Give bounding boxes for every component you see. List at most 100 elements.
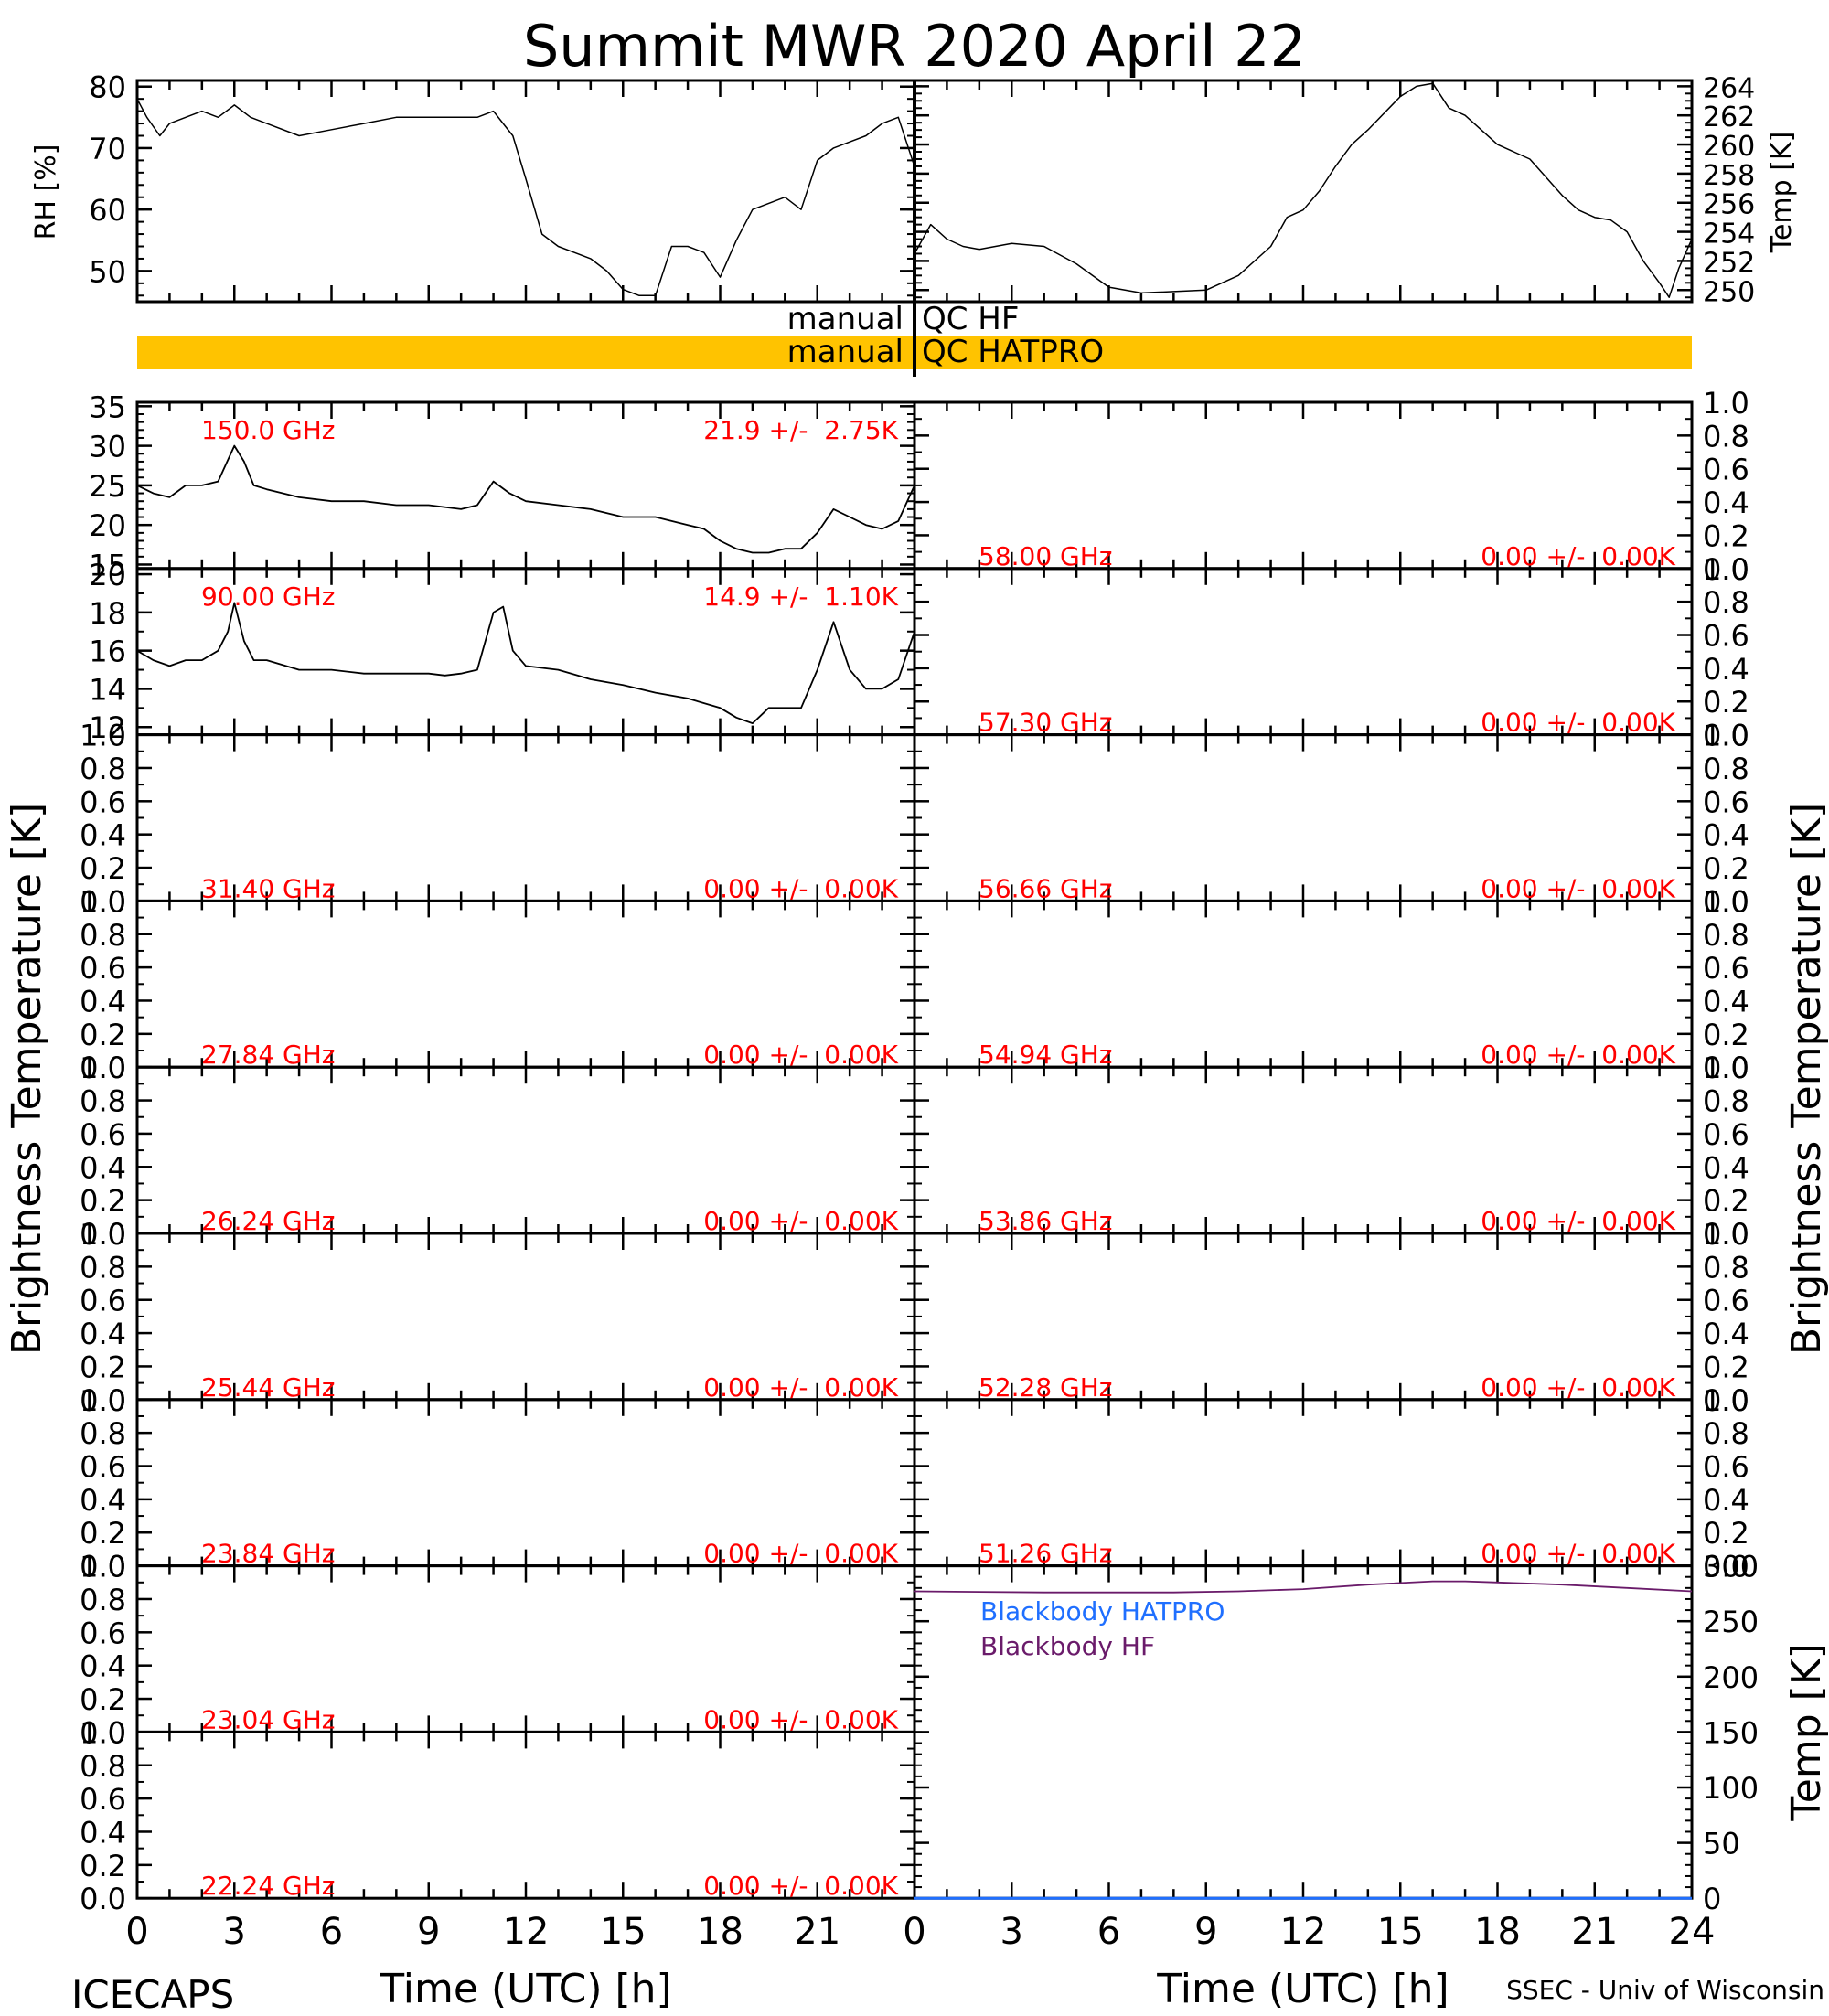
panel-ch-5386-ytick-label: 0.8 (1703, 1084, 1749, 1119)
panel-ch-5126-ytick-label: 1.0 (1703, 1383, 1749, 1418)
panel-ch-5386-ytick-label: 0.4 (1703, 1150, 1749, 1185)
x-axis-label-right: Time (UTC) [h] (1156, 1966, 1449, 2011)
panel-ch-2384-ytick-label: 0.2 (80, 1516, 126, 1551)
channel-label-ch-5126: 51.26 GHz (979, 1539, 1113, 1569)
channel-stats-ch-2624: 0.00 +/- 0.00K (703, 1206, 898, 1236)
panel-ch-2384-ytick-label: 0.8 (80, 1416, 126, 1451)
bt-axis-label-left: Brightness Temperature [K] (4, 803, 50, 1355)
x-tick-label-left: 18 (697, 1911, 743, 1953)
blackbody-panel-ytick-label: 50 (1703, 1827, 1740, 1861)
panel-ch-5666-ytick-label: 0.8 (1703, 752, 1749, 786)
blackbody-panel-ytick-label: 200 (1703, 1660, 1759, 1695)
panel-ch-2384-ytick-label: 0.0 (80, 1550, 126, 1584)
panel-ch-314-ytick-label: 0.8 (80, 752, 126, 786)
panel-ch-2624-ytick-label: 1.0 (80, 1051, 126, 1085)
blackbody-panel-ytick-label: 300 (1703, 1550, 1759, 1584)
panel-ch-314-ytick-label: 0.0 (80, 884, 126, 919)
blackbody-hf-line (914, 1580, 1693, 1594)
panel-ch-5730-ytick-label: 0.4 (1703, 652, 1749, 687)
panel-ch-5126-ytick-label: 0.8 (1703, 1416, 1749, 1451)
panel-tb-150-ytick-label: 30 (89, 430, 126, 464)
panel-ch-5126-ytick-label: 0.4 (1703, 1483, 1749, 1518)
panel-ch-5666-ytick-label: 1.0 (1703, 719, 1749, 753)
temp-panel-ytick-label: 262 (1703, 101, 1755, 133)
temp-panel-ytick-label: 252 (1703, 247, 1755, 279)
panel-ch-5228-ytick-label: 0.6 (1703, 1284, 1749, 1318)
channel-stats-ch-5800: 0.00 +/- 0.00K (1481, 541, 1675, 571)
channel-label-ch-2544: 25.44 GHz (201, 1372, 336, 1403)
x-tick-label-left: 0 (125, 1911, 148, 1953)
panel-ch-5730-ytick-label: 0.6 (1703, 619, 1749, 654)
panel-ch-5666-ytick-label: 0.4 (1703, 818, 1749, 853)
qc-hf-manual-label: manual (787, 301, 904, 337)
panel-ch-5730-ytick-label: 0.2 (1703, 685, 1749, 720)
panel-ch-314-ytick-label: 0.2 (80, 851, 126, 886)
panel-ch-5386-ytick-label: 0.2 (1703, 1184, 1749, 1219)
panel-ch-5494-ytick-label: 0.6 (1703, 951, 1749, 986)
channel-stats-ch-5494: 0.00 +/- 0.00K (1481, 1040, 1675, 1070)
temp-axis-label: Temp [K] (1766, 132, 1798, 254)
panel-ch-2224-ytick-label: 0.8 (80, 1749, 126, 1784)
channel-stats-ch-5126: 0.00 +/- 0.00K (1481, 1539, 1675, 1569)
footer-icecaps: ICECAPS (71, 1972, 234, 2011)
x-tick-label-left: 21 (794, 1911, 840, 1953)
panel-ch-2224-ytick-label: 0.4 (80, 1815, 126, 1850)
x-tick-label-left: 12 (503, 1911, 550, 1953)
panel-tb-90-ytick-label: 14 (89, 672, 126, 707)
rh-panel-ytick-label: 80 (89, 70, 126, 105)
channel-label-ch-2384: 23.84 GHz (201, 1539, 336, 1569)
panel-tb-90-ytick-label: 18 (89, 596, 126, 631)
x-tick-label-right: 0 (903, 1911, 925, 1953)
panel-ch-314-ytick-label: 0.6 (80, 784, 126, 819)
channel-label-ch-5666: 56.66 GHz (979, 873, 1113, 903)
channel-label-ch-5494: 54.94 GHz (979, 1040, 1113, 1070)
panel-ch-5126-ytick-label: 0.2 (1703, 1516, 1749, 1551)
panel-ch-5228-ytick-label: 0.2 (1703, 1349, 1749, 1384)
panel-ch-314-ytick-label: 0.4 (80, 818, 126, 853)
panel-ch-5386-ytick-label: 0.6 (1703, 1117, 1749, 1152)
panel-ch-5386-ytick-label: 0.0 (1703, 1217, 1749, 1252)
legend-blackbody-hatpro: Blackbody HATPRO (980, 1596, 1225, 1627)
panel-ch-5228-ytick-label: 0.8 (1703, 1250, 1749, 1285)
x-tick-label-left: 9 (417, 1911, 440, 1953)
channel-label-ch-5386: 53.86 GHz (979, 1206, 1113, 1236)
blackbody-panel-ytick-label: 250 (1703, 1605, 1759, 1639)
x-tick-label-right: 15 (1377, 1911, 1424, 1953)
panel-tb-150-ytick-label: 35 (89, 389, 126, 424)
channel-stats-ch-314: 0.00 +/- 0.00K (703, 873, 898, 903)
panel-ch-2784-ytick-label: 0.4 (80, 984, 126, 1019)
footer-ssec: SSEC - Univ of Wisconsin (1506, 1975, 1824, 2005)
panel-ch-2544-ytick-label: 0.8 (80, 1250, 126, 1285)
temp-panel-frame (913, 79, 1694, 304)
panel-ch-2384-ytick-label: 1.0 (80, 1383, 126, 1418)
temp-panel-ytick-label: 254 (1703, 219, 1755, 251)
panel-ch-5800-ytick-label: 0.0 (1703, 552, 1749, 587)
panel-ch-5666-ytick-label: 0.0 (1703, 884, 1749, 919)
x-tick-label-left: 15 (600, 1911, 647, 1953)
panel-ch-5494-ytick-label: 1.0 (1703, 884, 1749, 919)
qc-hf-label: QC HF (922, 301, 1019, 337)
panel-ch-2544-ytick-label: 0.6 (80, 1284, 126, 1318)
panel-ch-2304-ytick-label: 0.2 (80, 1682, 126, 1717)
chart-title: Summit MWR 2020 April 22 (523, 13, 1306, 80)
panel-ch-2624-ytick-label: 0.4 (80, 1150, 126, 1185)
channel-label-tb-90: 90.00 GHz (201, 581, 336, 612)
blackbody-panel-ytick-label: 0 (1703, 1882, 1721, 1916)
temp-series-line (914, 82, 1693, 298)
channel-label-ch-2224: 22.24 GHz (201, 1871, 336, 1901)
panel-ch-5800-ytick-label: 1.0 (1703, 386, 1749, 421)
panel-ch-5494-ytick-label: 0.8 (1703, 918, 1749, 953)
panel-ch-2304-ytick-label: 0.0 (80, 1715, 126, 1750)
bt-axis-label-right: Brightness Temperature [K] (1783, 803, 1829, 1355)
temp-panel-ytick-label: 260 (1703, 131, 1755, 163)
panel-ch-2784-ytick-label: 0.0 (80, 1051, 126, 1085)
panel-ch-2304-ytick-label: 0.4 (80, 1649, 126, 1684)
panel-ch-5730-ytick-label: 0.8 (1703, 585, 1749, 620)
panel-ch-2224-ytick-label: 0.6 (80, 1782, 126, 1817)
channel-stats-ch-5228: 0.00 +/- 0.00K (1481, 1372, 1675, 1403)
panel-ch-5494-ytick-label: 0.0 (1703, 1051, 1749, 1085)
channel-label-ch-2624: 26.24 GHz (201, 1206, 336, 1236)
